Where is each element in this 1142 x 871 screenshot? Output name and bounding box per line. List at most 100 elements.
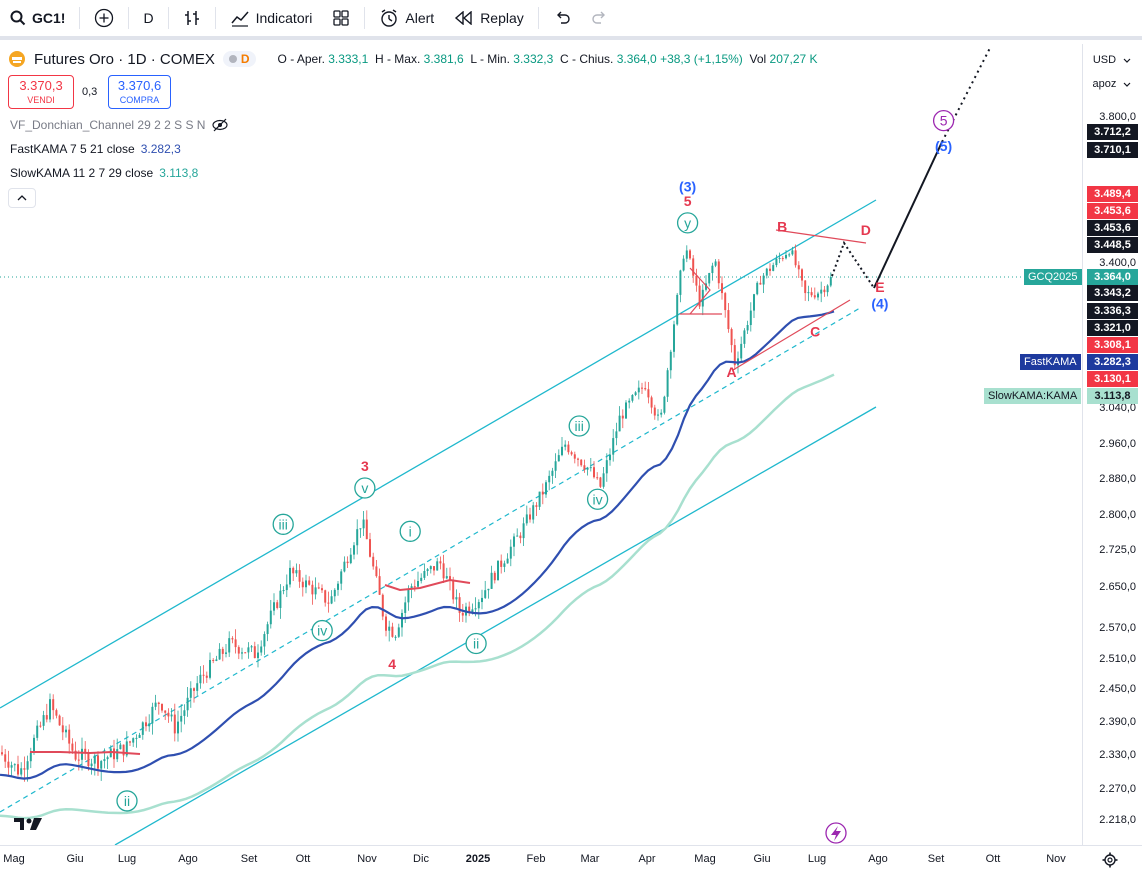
indicator-donchian[interactable]: VF_Donchian_Channel 29 2 2 S S N xyxy=(10,118,229,132)
indicator-slowkama[interactable]: SlowKAMA 11 2 7 29 close 3.113,8 xyxy=(10,166,198,180)
candle-body xyxy=(580,459,583,466)
candle xyxy=(285,574,288,598)
currency-selector[interactable]: USD xyxy=(1087,50,1137,70)
candle xyxy=(759,275,762,285)
candle-body xyxy=(362,519,365,529)
candle xyxy=(746,320,749,335)
x-tick-label: Mag xyxy=(3,853,25,865)
buy-button[interactable]: 3.370,6 COMPRA xyxy=(108,75,171,109)
x-tick-label: Mag xyxy=(694,853,716,865)
compare-button[interactable] xyxy=(84,0,124,38)
gear-icon[interactable] xyxy=(1102,852,1118,868)
candle-body xyxy=(17,764,19,775)
layouts-button[interactable] xyxy=(322,0,360,38)
candle-body xyxy=(266,624,269,635)
candle-body xyxy=(273,602,275,611)
symbol-search[interactable]: GC1! xyxy=(0,0,75,38)
candle xyxy=(426,568,429,576)
candle-body xyxy=(503,563,506,567)
candle xyxy=(199,666,202,689)
candle-body xyxy=(490,572,493,589)
candle-body xyxy=(653,407,656,416)
indicator-fastkama[interactable]: FastKAMA 7 5 21 close 3.282,3 xyxy=(10,142,181,156)
separator xyxy=(537,7,539,29)
interval-label: D xyxy=(143,10,154,26)
market-status-badge[interactable]: D xyxy=(222,51,256,67)
candle-body xyxy=(343,561,346,572)
candle xyxy=(193,687,195,703)
currency-label: USD xyxy=(1092,54,1117,66)
candle-body xyxy=(628,400,631,403)
alert-button[interactable]: Alert xyxy=(369,0,444,38)
sell-price: 3.370,3 xyxy=(19,78,63,93)
candle-body xyxy=(1,752,3,755)
wave-circle xyxy=(116,790,138,812)
candle xyxy=(196,676,199,696)
candle xyxy=(641,382,643,395)
candle-body xyxy=(529,514,531,520)
sell-button[interactable]: 3.370,3 VENDI xyxy=(8,75,74,109)
candle xyxy=(781,256,784,262)
candle-body xyxy=(369,539,371,557)
indicators-button[interactable]: Indicatori xyxy=(220,0,323,38)
candle xyxy=(157,701,160,715)
unit-selector[interactable]: apoz xyxy=(1087,74,1137,94)
candle xyxy=(634,391,637,397)
x-tick-label: Ott xyxy=(985,853,1001,865)
candle-body xyxy=(612,438,615,455)
candle xyxy=(820,281,823,303)
candle-body xyxy=(625,402,627,419)
candle xyxy=(1,745,3,756)
candle-body xyxy=(84,748,87,754)
eye-off-icon[interactable] xyxy=(211,118,229,132)
candle xyxy=(289,560,291,588)
price-tag: 3.453,6 xyxy=(1087,220,1138,236)
candle xyxy=(532,501,535,524)
chart-type-button[interactable] xyxy=(173,0,211,38)
candle xyxy=(516,528,519,537)
candle xyxy=(599,476,602,489)
candle xyxy=(775,254,778,268)
candle-body xyxy=(676,294,679,325)
candle xyxy=(394,635,397,641)
separator xyxy=(167,7,169,29)
candle-body xyxy=(548,475,551,483)
collapse-legend-button[interactable] xyxy=(8,188,36,208)
undo-button[interactable] xyxy=(543,0,581,38)
x-tick-label: Lug xyxy=(807,853,827,865)
candle-body xyxy=(202,674,205,676)
price-axis[interactable]: USD apoz 3.800,0 3.400,0 3.040,0 2.960,0 2.8… xyxy=(1082,44,1142,845)
candle xyxy=(212,658,215,664)
plus-circle-icon xyxy=(94,8,114,28)
interval-button[interactable]: D xyxy=(133,0,163,38)
badge-label: D xyxy=(240,52,250,66)
candle-body xyxy=(455,597,458,600)
candle-body xyxy=(567,444,570,453)
candle xyxy=(61,717,64,741)
candle xyxy=(231,636,234,644)
wave-label: i xyxy=(399,520,421,542)
pattern-lines xyxy=(680,229,867,371)
tradingview-logo xyxy=(14,818,42,830)
candle-body xyxy=(186,697,189,711)
candle xyxy=(401,609,403,637)
time-axis[interactable]: Mag Giu Lug Ago Set Ott Nov Dic 2025 Feb Mar Apr Mag… xyxy=(0,845,1142,871)
separator xyxy=(79,7,81,29)
candle-body xyxy=(340,571,343,584)
candle-body xyxy=(375,566,378,577)
candle xyxy=(397,623,400,638)
wave-text: 5 xyxy=(684,193,692,209)
replay-button[interactable]: Replay xyxy=(444,0,534,38)
candle xyxy=(817,291,819,301)
candle xyxy=(225,644,227,658)
candle-body xyxy=(641,387,643,389)
candle-body xyxy=(413,586,416,588)
candle-body xyxy=(813,295,816,298)
indicators-icon xyxy=(230,9,250,27)
lightning-icon[interactable] xyxy=(825,822,847,844)
candle-body xyxy=(596,477,599,479)
candle-body xyxy=(263,634,266,647)
candle xyxy=(762,273,765,293)
redo-button[interactable] xyxy=(581,0,619,38)
